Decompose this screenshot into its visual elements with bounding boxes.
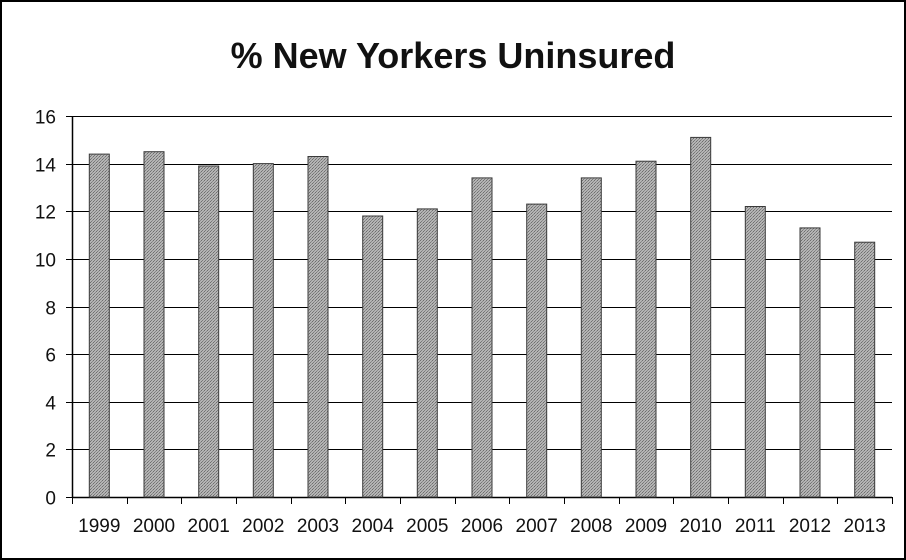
x-tick-label: 2004 [352, 516, 395, 537]
bar-2003 [307, 156, 329, 498]
bar-2010 [690, 136, 712, 498]
bar-2000 [143, 151, 165, 498]
bar-2009 [635, 160, 657, 498]
x-tick-label: 2008 [570, 516, 612, 537]
bar-2002 [252, 163, 274, 498]
bar-2001 [198, 165, 220, 498]
y-tick-label: 12 [35, 203, 56, 224]
bar-2008 [580, 177, 602, 498]
y-tick-label: 4 [45, 394, 56, 415]
bars [88, 136, 876, 498]
y-tick-label: 10 [35, 251, 56, 272]
bar-2012 [799, 227, 821, 498]
y-tick-label: 6 [45, 346, 56, 367]
x-tick-label: 2011 [735, 516, 776, 537]
bar-1999 [88, 153, 110, 498]
bar-2007 [526, 203, 548, 498]
chart-title: % New Yorkers Uninsured [231, 35, 676, 76]
x-tick-label: 2005 [406, 516, 448, 537]
x-tick-label: 2002 [242, 516, 284, 537]
x-tick-label: 2010 [680, 516, 722, 537]
bar-2006 [471, 177, 493, 498]
x-tick-label: 2003 [297, 516, 339, 537]
x-tick-label: 2006 [461, 516, 503, 537]
y-tick-label: 8 [45, 299, 56, 320]
x-tick-label: 2000 [133, 516, 175, 537]
x-tick-label: 2009 [625, 516, 667, 537]
y-axis-tick-labels: 0 2 4 6 8 10 12 14 16 [35, 108, 57, 510]
bar-2005 [416, 208, 438, 498]
bar-2013 [854, 241, 876, 498]
x-axis-tick-labels: 1999 2000 2001 2002 2003 2004 2005 2006 2007 2008… [78, 516, 886, 537]
y-tick-label: 0 [45, 489, 56, 510]
y-tick-label: 2 [45, 441, 56, 462]
y-tick-label: 14 [35, 156, 57, 177]
x-tick-label: 2001 [188, 516, 230, 537]
bar-2004 [362, 215, 384, 498]
x-tick-label: 1999 [78, 516, 120, 537]
bar-2011 [744, 206, 766, 498]
x-tick-label: 2012 [789, 516, 831, 537]
y-tick-label: 16 [35, 108, 56, 129]
x-tick-label: 2007 [516, 516, 558, 537]
x-tick-label: 2013 [844, 516, 886, 537]
